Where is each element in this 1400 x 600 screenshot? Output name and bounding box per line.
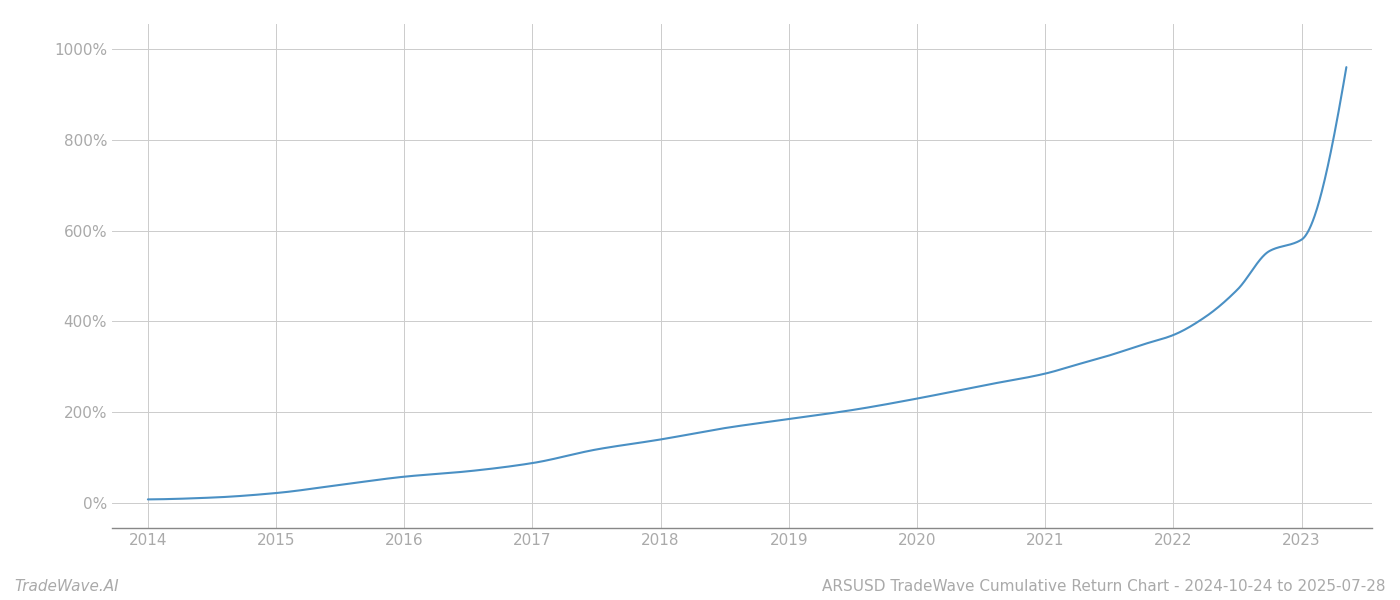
Text: TradeWave.AI: TradeWave.AI	[14, 579, 119, 594]
Text: ARSUSD TradeWave Cumulative Return Chart - 2024-10-24 to 2025-07-28: ARSUSD TradeWave Cumulative Return Chart…	[823, 579, 1386, 594]
